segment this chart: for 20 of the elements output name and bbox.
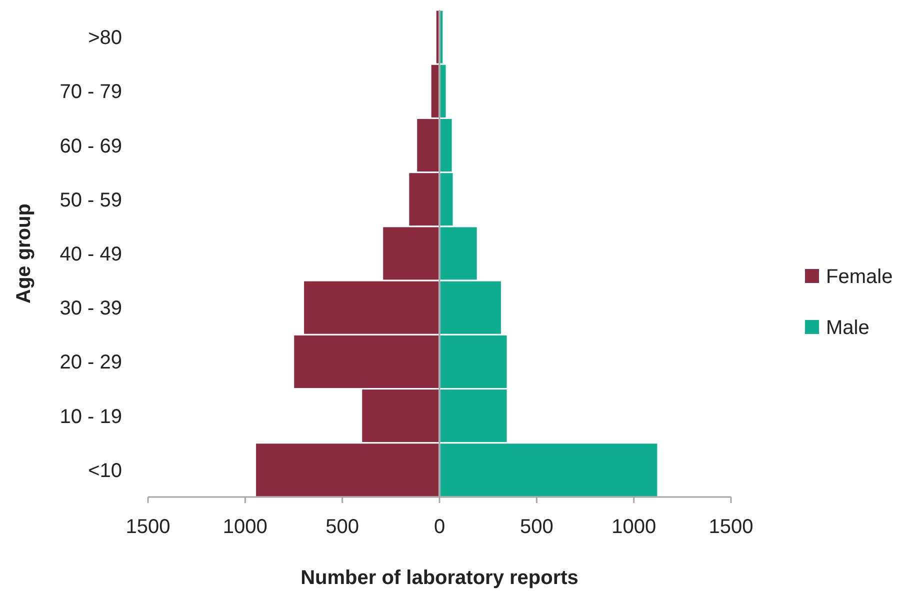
x-tick-label: 1500 bbox=[126, 516, 170, 538]
x-tick-label: 500 bbox=[520, 516, 554, 538]
y-tick-label: >80 bbox=[88, 27, 122, 50]
y-tick-label: <10 bbox=[88, 460, 122, 482]
x-tick-label: 0 bbox=[434, 516, 446, 538]
y-tick-label: 20 - 29 bbox=[60, 352, 122, 374]
y-tick-label: 30 - 39 bbox=[60, 298, 122, 320]
x-tick-label: 1000 bbox=[222, 516, 268, 538]
legend-label: Female bbox=[826, 266, 893, 288]
y-tick-label: 40 - 49 bbox=[60, 244, 122, 266]
y-tick-label: 10 - 19 bbox=[60, 406, 122, 428]
x-axis-title: Number of laboratory reports bbox=[300, 567, 578, 589]
y-tick-label: 70 - 79 bbox=[60, 81, 122, 104]
x-tick-label: 1000 bbox=[612, 516, 656, 538]
y-axis-title: Age group bbox=[13, 204, 35, 304]
legend-label: Male bbox=[826, 317, 870, 339]
y-tick-label: 60 - 69 bbox=[60, 135, 122, 158]
x-tick-label: 1500 bbox=[708, 516, 754, 538]
x-tick-label: 500 bbox=[326, 516, 360, 538]
y-tick-label: 50 - 59 bbox=[60, 189, 122, 212]
